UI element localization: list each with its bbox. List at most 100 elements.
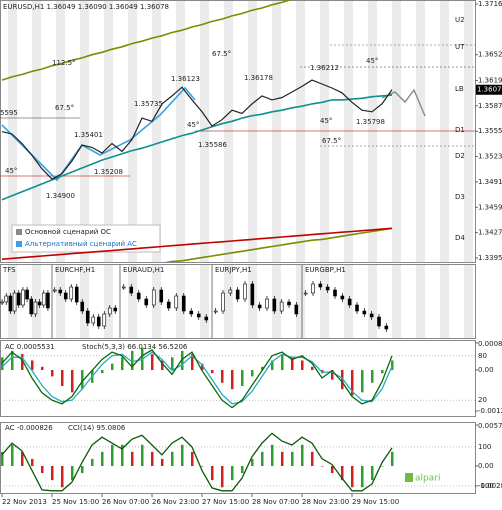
histogram-bar	[291, 451, 294, 467]
histogram-bar	[151, 354, 154, 371]
candle	[113, 307, 118, 312]
candle	[318, 283, 323, 288]
y-tick-label: 1.35875	[478, 102, 502, 110]
y-tick-label: 1.36520	[478, 51, 502, 59]
histogram-bar	[91, 458, 94, 467]
session-stripe	[272, 265, 281, 338]
annotation: 45°	[320, 117, 332, 125]
histogram-bar	[191, 451, 194, 467]
series-line	[1, 432, 393, 492]
histogram-bar	[161, 360, 164, 371]
candle	[347, 298, 352, 306]
candle	[243, 283, 247, 300]
annotation: 1.35798	[356, 118, 385, 126]
histogram-bar	[1, 357, 4, 371]
watermark: alpari	[415, 474, 440, 484]
histogram-bar	[131, 350, 134, 371]
legend-icon	[16, 241, 22, 247]
y2-tick-label: -0.002818	[478, 482, 502, 490]
level-label: D3	[455, 193, 465, 201]
histogram-bar	[391, 451, 394, 467]
session-stripe	[8, 1, 17, 262]
histogram-bar	[301, 444, 304, 467]
session-stripe	[32, 265, 41, 338]
x-tick-label: 29 Nov 15:00	[352, 498, 399, 506]
mini-chart-label: EURJPY,H1	[215, 266, 252, 274]
candle	[52, 289, 57, 292]
session-stripe	[80, 265, 89, 338]
indicator-label: AC 0.0005531	[5, 343, 55, 351]
annotation: 67.5°	[322, 137, 341, 145]
histogram-bar	[111, 363, 114, 371]
mini-chart-label: EURAUD,H1	[123, 266, 164, 274]
candle	[144, 298, 149, 306]
legend-label: Основной сценарий ОС	[25, 228, 111, 236]
session-stripe	[392, 265, 401, 338]
histogram-bar	[61, 466, 64, 488]
histogram-bar	[221, 370, 224, 383]
histogram-bar	[21, 354, 24, 371]
level-label: D2	[455, 152, 465, 160]
y-tick-label: 1.35555	[478, 127, 502, 135]
y-tick-label: 1.34595	[478, 203, 502, 211]
candle	[74, 286, 79, 303]
histogram-bar	[121, 444, 124, 467]
candle	[107, 307, 112, 315]
session-stripe	[176, 265, 185, 338]
histogram-bar	[351, 370, 354, 396]
annotation: 1.36212	[310, 64, 339, 72]
histogram-bar	[11, 350, 14, 371]
session-stripe	[344, 1, 353, 262]
x-tick-label: 25 Nov 15:00	[52, 498, 99, 506]
histogram-bar	[51, 466, 54, 481]
mini-chart-label: TFS	[2, 266, 16, 274]
histogram-bar	[171, 451, 174, 467]
scenario-arrow	[381, 88, 426, 117]
y2-tick-label: 0.00	[478, 462, 494, 470]
histogram-bar	[71, 466, 74, 481]
session-stripe	[248, 1, 257, 262]
session-stripe	[200, 1, 209, 262]
candle	[91, 316, 96, 324]
histogram-bar	[371, 466, 374, 481]
histogram-bar	[331, 370, 334, 380]
series-line	[1, 349, 393, 409]
histogram-bar	[271, 444, 274, 467]
candle	[384, 325, 389, 330]
candle	[121, 286, 126, 289]
session-stripe	[224, 265, 233, 338]
candle	[96, 316, 101, 327]
annotation: 1.36123	[171, 75, 200, 83]
session-stripe	[176, 1, 185, 262]
histogram-bar	[181, 350, 184, 371]
candle	[235, 289, 240, 300]
annotation: 1.35586	[198, 141, 227, 149]
candle	[228, 289, 233, 294]
candle	[181, 295, 186, 312]
histogram-bar	[151, 451, 154, 467]
session-stripe	[152, 1, 161, 262]
histogram-bar	[31, 458, 34, 467]
session-stripe	[368, 1, 377, 262]
osc-panel	[0, 422, 476, 494]
legend-label: Альтернативный сценарий АС	[25, 240, 137, 248]
candle	[85, 310, 90, 324]
histogram-bar	[41, 366, 44, 371]
candle	[204, 316, 209, 321]
histogram-bar	[121, 357, 124, 371]
candle	[257, 304, 262, 309]
session-stripe	[128, 1, 137, 262]
histogram-bar	[171, 357, 174, 371]
histogram-bar	[81, 466, 84, 474]
candle	[129, 286, 134, 294]
histogram-bar	[361, 466, 364, 488]
annotation: 45°	[187, 121, 199, 129]
session-stripe	[296, 1, 305, 262]
session-stripe	[56, 1, 65, 262]
histogram-bar	[291, 357, 294, 371]
chart-title: EURUSD,H1 1.36049 1.36090 1.36049 1.3607…	[3, 3, 169, 11]
x-tick-label: 22 Nov 2013	[2, 498, 47, 506]
histogram-bar	[141, 444, 144, 467]
annotation: 1.34900	[46, 192, 75, 200]
y-tick-label: 1.35235	[478, 153, 502, 161]
